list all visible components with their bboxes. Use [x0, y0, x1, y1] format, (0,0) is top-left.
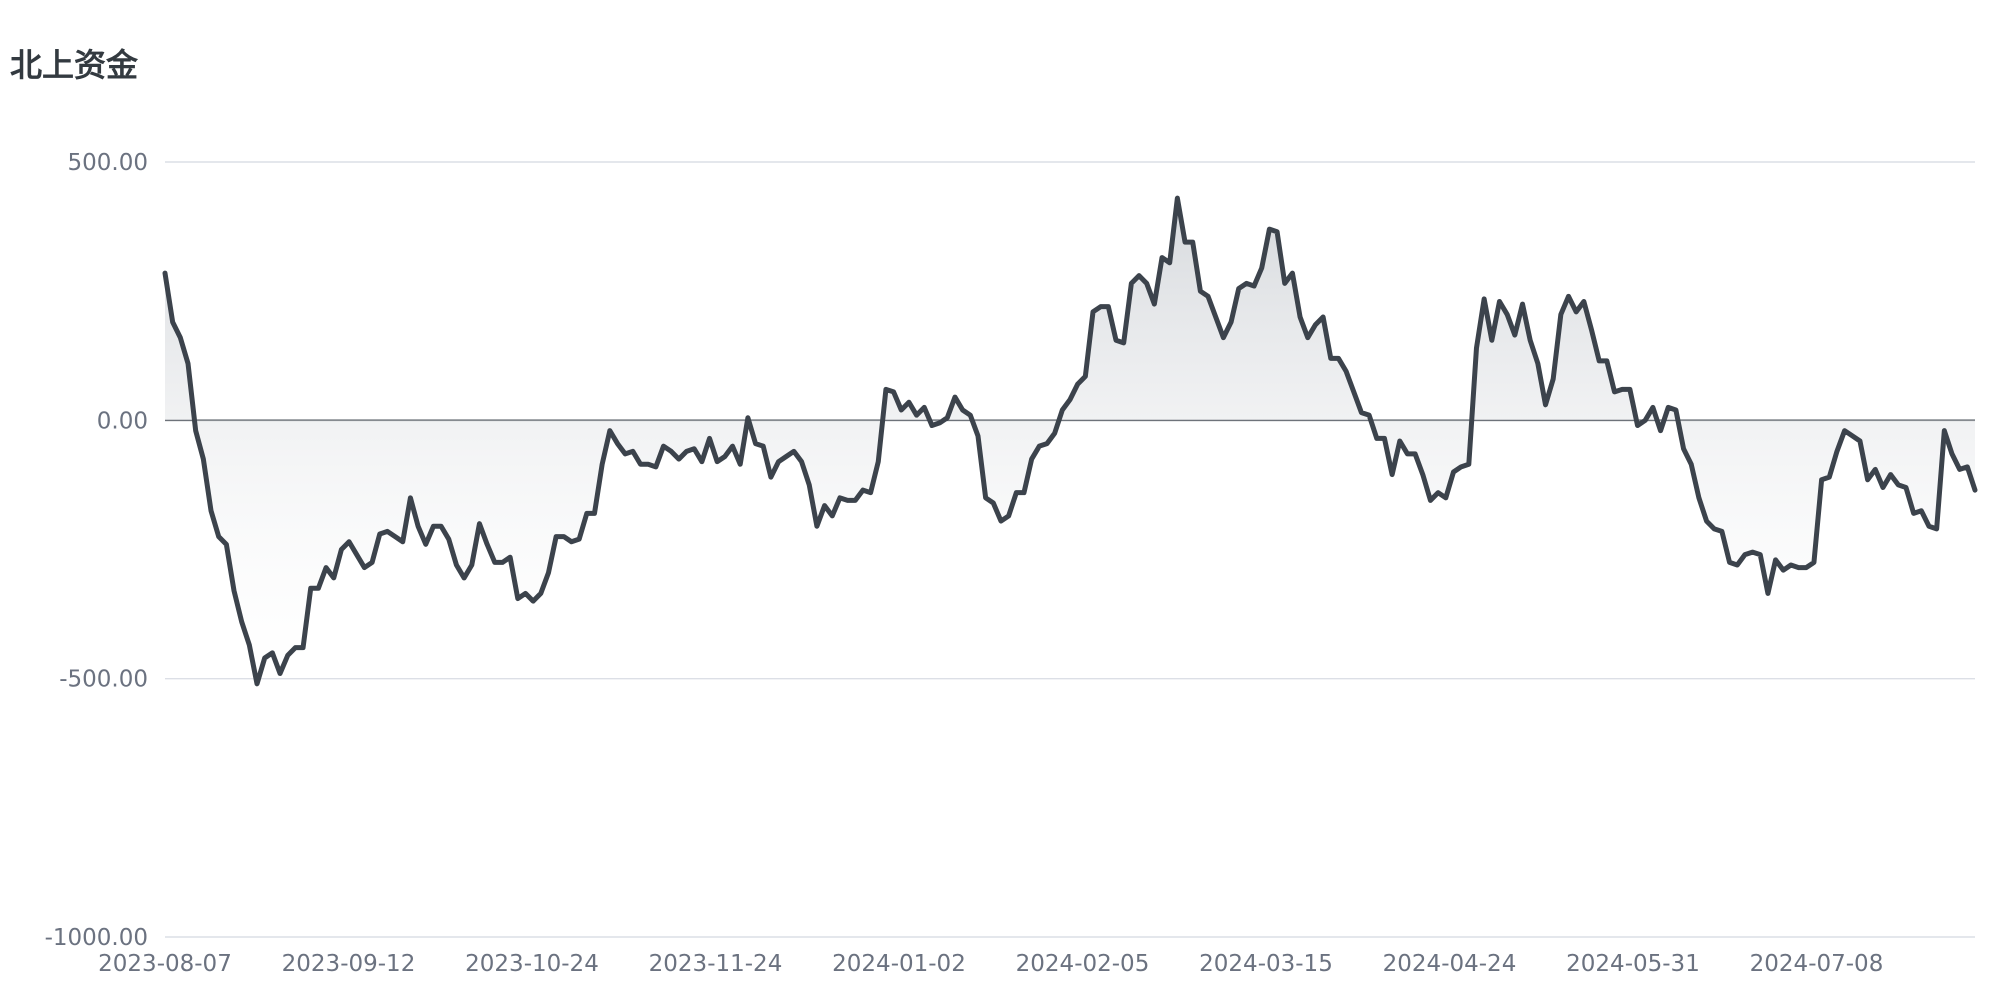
y-tick-label: 500.00	[68, 150, 148, 176]
x-tick-label: 2023-10-24	[465, 951, 599, 977]
chart-title: 北上资金	[10, 46, 139, 84]
series-line	[162, 195, 1978, 687]
x-tick-label: 2024-05-31	[1566, 951, 1700, 977]
x-tick-label: 2024-03-15	[1199, 951, 1333, 977]
x-tick-label: 2024-04-24	[1383, 951, 1517, 977]
y-tick-label: -500.00	[59, 667, 148, 693]
x-tick-label: 2024-02-05	[1016, 951, 1150, 977]
x-tick-label: 2023-09-12	[282, 951, 416, 977]
series-area-fill	[165, 198, 1975, 684]
grid-layer	[165, 161, 1975, 938]
area-layer	[162, 195, 1978, 687]
y-tick-label: -1000.00	[45, 925, 148, 951]
x-tick-label: 2024-01-02	[832, 951, 966, 977]
y-tick-label: 0.00	[97, 408, 148, 434]
x-tick-label: 2023-11-24	[649, 951, 783, 977]
x-tick-label: 2024-07-08	[1750, 951, 1884, 977]
x-tick-label: 2023-08-07	[98, 951, 232, 977]
